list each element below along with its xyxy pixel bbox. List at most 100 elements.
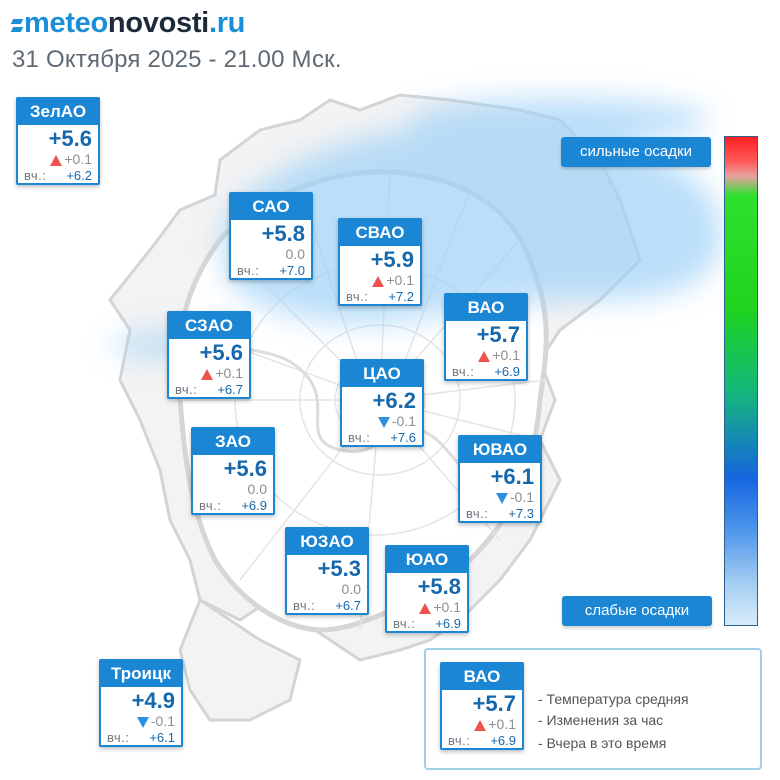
yesterday-value: +6.7: [217, 382, 243, 397]
hourly-change: +0.1: [442, 716, 522, 732]
yesterday-label: вч.:: [24, 168, 47, 183]
logo-text-meteo: meteo: [24, 7, 108, 39]
yesterday-value: +6.1: [149, 730, 175, 745]
change-value: 0.0: [247, 481, 267, 497]
yesterday-label: вч.:: [237, 263, 260, 278]
yesterday-value: +6.2: [66, 168, 92, 183]
scale-label-heavy: сильные осадки: [561, 137, 711, 167]
change-value: +0.1: [433, 599, 461, 615]
change-value: +0.1: [492, 347, 520, 363]
change-value: +0.1: [64, 151, 92, 167]
change-value: +0.1: [215, 365, 243, 381]
arrow-up-icon: [474, 719, 487, 731]
legend-text-yesterday: - Вчера в это время: [538, 735, 667, 751]
arrow-down-icon: [495, 492, 508, 504]
hourly-change: 0.0: [193, 481, 273, 497]
hourly-change: -0.1: [101, 713, 181, 729]
district-card-yuao: ЮАО +5.8 +0.1 вч.: +6.9: [385, 545, 469, 633]
yesterday-label: вч.:: [175, 382, 198, 397]
change-value: -0.1: [509, 489, 534, 505]
hourly-change: +0.1: [387, 599, 467, 615]
arrow-up-icon: [201, 368, 214, 380]
change-value: +0.1: [488, 716, 516, 732]
temperature-value: +5.6: [223, 456, 267, 481]
district-card-zao: ЗАО +5.6 0.0 вч.: +6.9: [191, 427, 275, 515]
yesterday-row: вч.: +7.2: [340, 288, 420, 305]
scale-label-light: слабые осадки: [562, 596, 712, 626]
district-name: САО: [231, 194, 311, 220]
temperature-value: +5.6: [199, 340, 243, 365]
arrow-down-icon: [136, 716, 149, 728]
yesterday-row: вч.: +7.3: [460, 505, 540, 522]
change-value: -0.1: [391, 413, 416, 429]
hourly-change: +0.1: [446, 347, 526, 363]
yesterday-value: +6.9: [241, 498, 267, 513]
yesterday-value: +6.7: [335, 598, 361, 613]
arrow-up-icon: [372, 275, 385, 287]
region-outline-south: [178, 597, 302, 722]
yesterday-value: +7.6: [390, 430, 416, 445]
arrow-down-icon: [377, 416, 390, 428]
yesterday-label: вч.:: [393, 616, 416, 631]
arrow-up-icon: [478, 350, 491, 362]
logo-mark-icon: [12, 16, 22, 32]
district-name: СВАО: [340, 220, 420, 246]
hourly-change: -0.1: [342, 413, 422, 429]
yesterday-row: вч.: +6.2: [18, 167, 98, 184]
hourly-change: -0.1: [460, 489, 540, 505]
hourly-change: +0.1: [169, 365, 249, 381]
temperature-value: +5.3: [317, 556, 361, 581]
yesterday-row: вч.: +7.6: [342, 429, 422, 446]
temperature-value: +4.9: [131, 688, 175, 713]
change-value: 0.0: [341, 581, 361, 597]
yesterday-row: вч.: +6.9: [193, 497, 273, 514]
legend-text-change: - Изменения за час: [538, 712, 664, 728]
yesterday-row: вч.: +6.9: [387, 615, 467, 632]
yesterday-value: +6.9: [490, 733, 516, 748]
yesterday-label: вч.:: [346, 289, 369, 304]
legend-text-temperature: - Температура средняя: [538, 691, 689, 707]
hourly-change: 0.0: [287, 581, 367, 597]
site-logo[interactable]: meteonovosti.ru: [12, 6, 342, 40]
precipitation-scale-bar: [724, 136, 758, 626]
district-name: СЗАО: [169, 313, 249, 339]
hourly-change: 0.0: [231, 246, 311, 262]
temperature-value: +6.1: [490, 464, 534, 489]
temperature-value: +5.7: [476, 322, 520, 347]
logo-text-novosti: novosti: [107, 7, 209, 39]
yesterday-label: вч.:: [107, 730, 130, 745]
district-card-svao: СВАО +5.9 +0.1 вч.: +7.2: [338, 218, 422, 306]
arrow-up-icon: [419, 602, 432, 614]
hourly-change: +0.1: [18, 151, 98, 167]
temperature-value: +5.8: [261, 221, 305, 246]
temperature-value: +6.2: [372, 388, 416, 413]
hourly-change: +0.1: [340, 272, 420, 288]
yesterday-row: вч.: +7.0: [231, 262, 311, 279]
district-card-zelao: ЗелАО +5.6 +0.1 вч.: +6.2: [16, 97, 100, 185]
district-card-sao: САО +5.8 0.0 вч.: +7.0: [229, 192, 313, 280]
yesterday-value: +6.9: [494, 364, 520, 379]
legend-sample-card: ВАО +5.7 +0.1 вч.: +6.9: [440, 662, 524, 750]
yesterday-value: +6.9: [435, 616, 461, 631]
district-name: ВАО: [446, 295, 526, 321]
district-card-troitsk: Троицк +4.9 -0.1 вч.: +6.1: [99, 659, 183, 747]
yesterday-row: вч.: +6.7: [287, 597, 367, 614]
change-value: 0.0: [285, 246, 305, 262]
yesterday-label: вч.:: [448, 733, 471, 748]
yesterday-value: +7.3: [508, 506, 534, 521]
yesterday-row: вч.: +6.9: [442, 732, 522, 749]
district-name: ЮАО: [387, 547, 467, 573]
district-name: ЮВАО: [460, 437, 540, 463]
yesterday-label: вч.:: [293, 598, 316, 613]
yesterday-label: вч.:: [452, 364, 475, 379]
temperature-value: +5.9: [370, 247, 414, 272]
yesterday-value: +7.2: [388, 289, 414, 304]
temperature-value: +5.6: [48, 126, 92, 151]
district-name: ЦАО: [342, 361, 422, 387]
district-name: Троицк: [101, 661, 181, 687]
arrow-up-icon: [50, 154, 63, 166]
logo-text-ru: .ru: [208, 7, 246, 39]
yesterday-row: вч.: +6.9: [446, 363, 526, 380]
river: [199, 328, 501, 502]
header: meteonovosti.ru 31 Октября 2025 - 21.00 …: [12, 6, 342, 74]
